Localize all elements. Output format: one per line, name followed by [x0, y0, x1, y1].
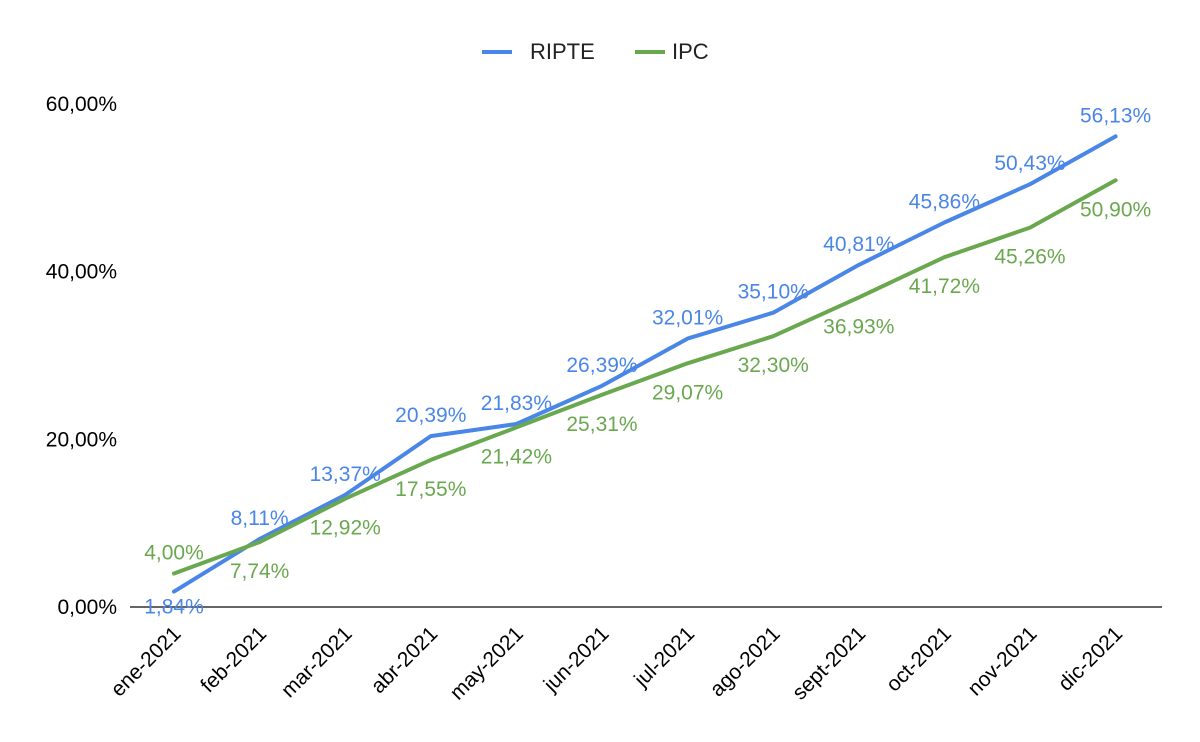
x-tick-label: ago-2021	[706, 622, 785, 701]
x-tick-label: jul-2021	[629, 622, 699, 692]
data-label-ripte: 56,13%	[1080, 104, 1151, 127]
series-line-ripte	[172, 134, 1118, 594]
data-label-ipc: 25,31%	[566, 413, 637, 436]
y-tick-label: 60,00%	[46, 93, 117, 116]
data-label-ipc: 29,07%	[652, 381, 723, 404]
legend-label-ripte: RIPTE	[530, 39, 595, 64]
data-label-ipc: 12,92%	[310, 517, 381, 540]
y-axis: 0,00% 20,00% 40,00% 60,00%	[46, 93, 117, 619]
x-tick-label: nov-2021	[963, 622, 1041, 700]
x-tick-label: sept-2021	[788, 622, 870, 704]
data-label-ripte: 40,81%	[823, 233, 894, 256]
data-label-ipc: 21,42%	[481, 445, 552, 468]
data-label-ripte: 45,86%	[909, 191, 980, 214]
data-label-ripte: 8,11%	[231, 507, 289, 530]
x-tick-label: jun-2021	[539, 622, 614, 697]
series-line-ipc	[172, 178, 1118, 576]
data-label-ipc: 7,74%	[230, 560, 290, 583]
legend: RIPTE IPC	[482, 39, 709, 64]
series-lines	[172, 134, 1118, 594]
data-label-ipc: 36,93%	[823, 315, 894, 338]
x-tick-label: mar-2021	[277, 622, 357, 702]
x-axis: ene-2021 feb-2021 mar-2021 abr-2021 may-2021…	[107, 606, 1162, 705]
data-label-ipc: 45,26%	[994, 246, 1065, 269]
data-label-ripte: 1,84%	[144, 596, 204, 619]
y-tick-label: 0,00%	[57, 596, 117, 619]
data-labels: 1,84% 4,00% 8,11% 7,74% 13,37% 12,92% 20,39% 17…	[144, 104, 1151, 618]
data-label-ripte: 20,39%	[395, 404, 466, 427]
legend-label-ipc: IPC	[672, 39, 709, 64]
x-tick-label: feb-2021	[196, 622, 271, 697]
data-label-ripte: 13,37%	[310, 463, 381, 486]
data-label-ipc: 32,30%	[738, 354, 809, 377]
data-label-ripte: 32,01%	[652, 307, 723, 330]
data-label-ipc: 4,00%	[144, 541, 204, 564]
data-label-ripte: 21,83%	[481, 392, 552, 415]
x-tick-label: dic-2021	[1054, 622, 1127, 695]
x-tick-label: abr-2021	[367, 622, 443, 698]
data-label-ripte: 35,10%	[738, 281, 809, 304]
x-tick-label: may-2021	[446, 622, 528, 704]
y-tick-label: 40,00%	[46, 261, 117, 284]
data-label-ipc: 50,90%	[1080, 198, 1151, 221]
data-label-ripte: 50,43%	[994, 152, 1065, 175]
x-tick-label: oct-2021	[882, 622, 956, 696]
data-label-ipc: 17,55%	[395, 478, 466, 501]
data-label-ipc: 41,72%	[909, 275, 980, 298]
x-tick-label: ene-2021	[107, 622, 186, 701]
data-label-ripte: 26,39%	[566, 354, 637, 377]
y-tick-label: 20,00%	[46, 428, 117, 451]
